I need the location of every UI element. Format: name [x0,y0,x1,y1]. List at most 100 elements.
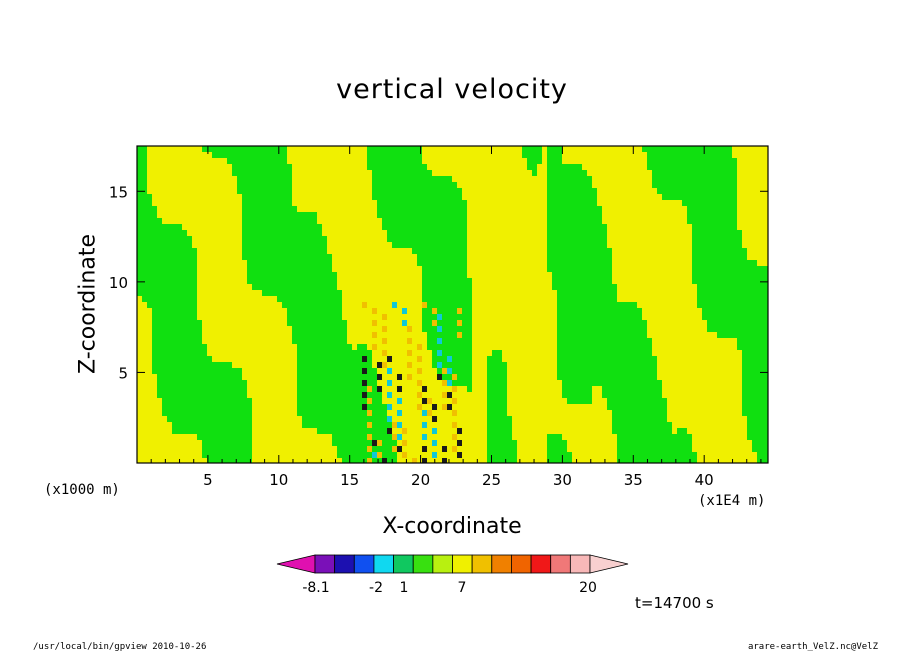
heatmap-cell [437,446,443,453]
heatmap-cell [267,422,273,429]
heatmap-cell [242,332,248,339]
heatmap-cell [172,254,178,261]
heatmap-cell [547,278,553,285]
heatmap-cell [557,392,563,399]
heatmap-cell [552,224,558,231]
heatmap-cell [522,416,528,423]
heatmap-cell [467,374,473,381]
heatmap-cell [452,296,458,303]
heatmap-cell [552,212,558,219]
heatmap-cell [192,242,198,249]
heatmap-cell [337,194,343,201]
heatmap-cell [262,194,268,201]
heatmap-cell [482,152,488,159]
heatmap-cell [342,392,348,399]
heatmap-cell [397,290,403,297]
heatmap-cell [272,368,278,375]
heatmap-cell [592,182,598,189]
heatmap-cell [362,380,368,387]
heatmap-cell [182,248,188,255]
heatmap-cell [382,254,388,261]
heatmap-cell [472,374,478,381]
heatmap-cell [277,212,283,219]
heatmap-cell [422,368,428,375]
heatmap-cell [507,164,513,171]
heatmap-cell [182,422,188,429]
heatmap-cell [537,170,543,177]
heatmap-cell [287,158,293,165]
heatmap-cell [602,452,608,459]
heatmap-cell [502,332,508,339]
heatmap-cell [177,338,183,345]
heatmap-cell [342,254,348,261]
heatmap-cell [232,254,238,261]
heatmap-cell [567,206,573,213]
heatmap-cell [442,230,448,237]
heatmap-cell [562,416,568,423]
heatmap-cell [477,176,483,183]
heatmap-cell [567,158,573,165]
heatmap-cell [267,296,273,303]
heatmap-cell [352,344,358,351]
heatmap-cell [272,416,278,423]
heatmap-cell [252,272,258,279]
heatmap-cell [292,278,298,285]
heatmap-cell [507,290,513,297]
heatmap-cell [567,410,573,417]
heatmap-cell [542,164,548,171]
heatmap-cell [252,266,258,273]
heatmap-cell [592,278,598,285]
heatmap-cell [422,188,428,195]
heatmap-cell [167,344,173,351]
heatmap-cell [447,158,453,165]
heatmap-cell [377,212,383,219]
heatmap-cell [272,164,278,171]
heatmap-cell [407,380,413,387]
heatmap-cell [337,170,343,177]
heatmap-cell [167,218,173,225]
heatmap-cell [307,416,313,423]
heatmap-cell [162,152,168,159]
heatmap-cell [317,242,323,249]
heatmap-cell [452,410,458,417]
heatmap-cell [362,176,368,183]
heatmap-cell [467,332,473,339]
heatmap-cell [197,404,203,411]
heatmap-cell [277,224,283,231]
heatmap-cell [192,440,198,447]
heatmap-cell [307,356,313,363]
heatmap-cell [167,290,173,297]
heatmap-cell [422,302,428,309]
heatmap-cell [272,278,278,285]
heatmap-cell [312,434,318,441]
heatmap-cell [322,146,328,153]
heatmap-cell [582,362,588,369]
heatmap-cell [242,416,248,423]
heatmap-cell [537,236,543,243]
heatmap-cell [207,314,213,321]
heatmap-cell [162,368,168,375]
heatmap-cell [227,260,233,267]
heatmap-cell [202,356,208,363]
heatmap-cell [332,248,338,255]
heatmap-cell [232,188,238,195]
heatmap-cell [347,158,353,165]
heatmap-cell [162,236,168,243]
heatmap-cell [287,248,293,255]
heatmap-cell [567,320,573,327]
heatmap-cell [302,386,308,393]
heatmap-cell [587,290,593,297]
heatmap-cell [157,458,163,463]
heatmap-cell [587,458,593,463]
heatmap-cell [237,368,243,375]
heatmap-cell [472,212,478,219]
heatmap-cell [602,422,608,429]
heatmap-cell [492,386,498,393]
heatmap-cell [437,266,443,273]
heatmap-cell [557,374,563,381]
heatmap-cell [512,260,518,267]
heatmap-cell [302,410,308,417]
heatmap-cell [492,344,498,351]
heatmap-cell [322,302,328,309]
heatmap-cell [467,194,473,201]
